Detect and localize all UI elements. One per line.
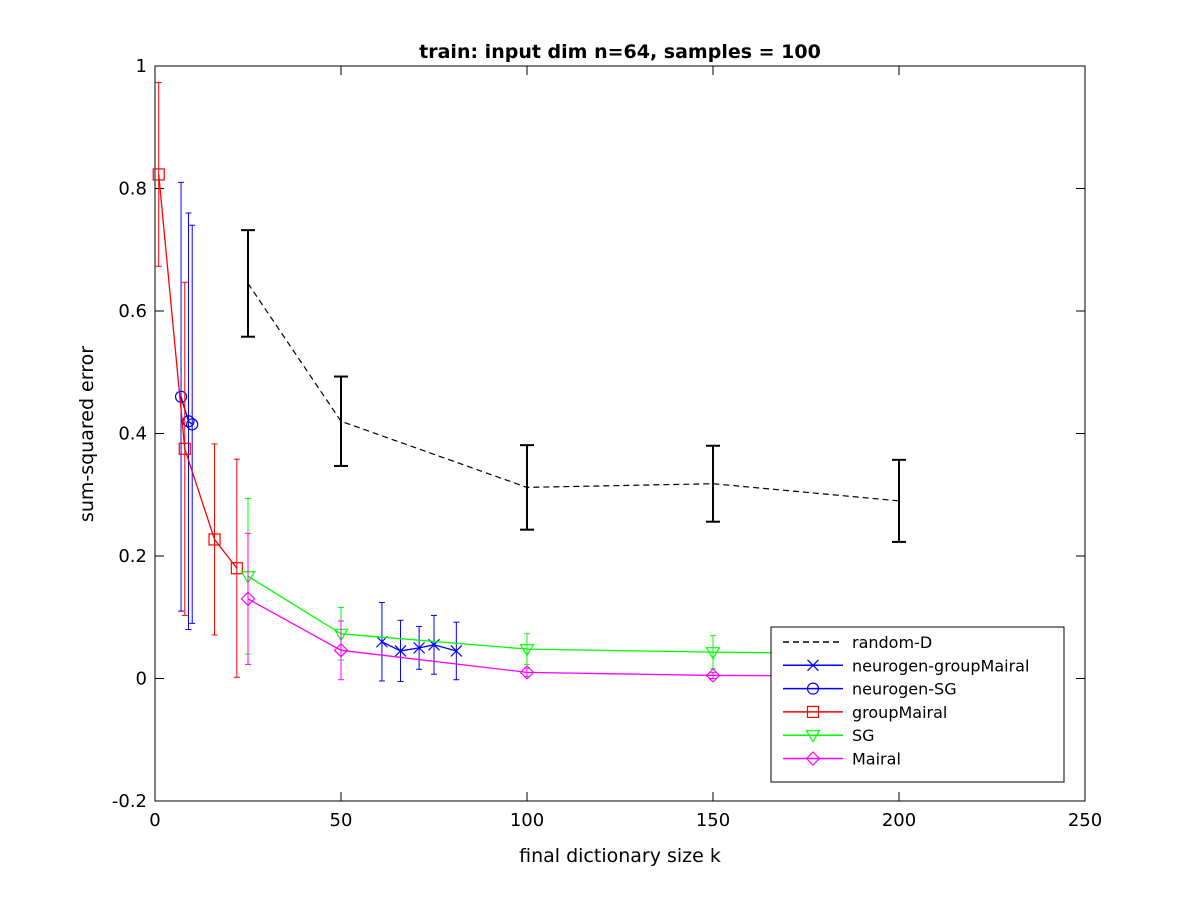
legend-box [770,626,1065,783]
data-point-neurogen-sg [186,418,199,431]
data-point-groupmairal [230,562,243,575]
data-point-mairal [705,668,721,683]
series-neurogen-sg [174,181,199,630]
y-tick-label: 0 [136,669,147,690]
y-tick-label: 0.8 [118,179,147,200]
data-point-mairal [240,591,256,607]
legend-marker-mairal [805,751,821,766]
legend-label-random-d: random-D [852,633,932,652]
data-point-sg [519,644,535,657]
data-point-mairal [519,665,535,680]
data-point-neurogen-groupmairal [413,641,426,654]
x-axis-label: final dictionary size k [519,845,721,867]
x-tick-label: 150 [696,810,730,831]
legend-label-neurogen-sg: neurogen-SG [852,680,957,699]
series-random-d [241,229,906,543]
data-point-neurogen-sg [174,390,188,403]
legend-label-sg: SG [852,726,875,745]
data-point-groupmairal [178,442,191,455]
data-point-groupmairal [152,168,165,181]
legend-marker-neurogen-groupmairal [807,659,819,672]
data-point-sg [705,647,721,660]
chart-title: train: input dim n=64, samples = 100 [419,41,821,63]
data-point-neurogen-groupmairal [394,645,407,657]
legend-marker-groupmairal [806,705,820,719]
y-tick-label: 1 [136,56,147,77]
data-point-neurogen-groupmairal [450,645,463,657]
x-tick-label: 0 [149,810,160,831]
y-tick-label: 0.4 [118,424,147,445]
y-axis-label: sum-squared error [76,346,98,522]
data-point-neurogen-sg [182,415,195,428]
x-tick-label: 50 [330,810,353,831]
legend-marker-neurogen-sg [806,682,820,695]
y-tick-label: 0.2 [118,546,147,567]
series-line-groupmairal [158,174,238,569]
series-line-neurogen-sg [180,396,193,425]
legend-marker-sg [805,730,821,743]
legend-label-mairal: Mairal [852,750,901,769]
series-groupmairal [152,82,243,678]
x-tick-label: 250 [1068,810,1102,831]
data-point-mairal [333,642,349,658]
data-point-groupmairal [208,533,221,546]
series-neurogen-groupmairal [375,602,463,683]
legend-label-groupmairal: groupMairal [852,703,947,722]
y-tick-label: -0.2 [112,791,147,812]
legend-label-neurogen-groupmairal: neurogen-groupMairal [852,656,1029,675]
legend: random-D neurogen-groupMairal neurogen-SG g… [770,626,1065,783]
x-tick-label: 100 [510,810,544,831]
series-line-random-d [247,283,900,502]
y-tick-label: 0.6 [118,301,147,322]
x-tick-label: 200 [882,810,916,831]
